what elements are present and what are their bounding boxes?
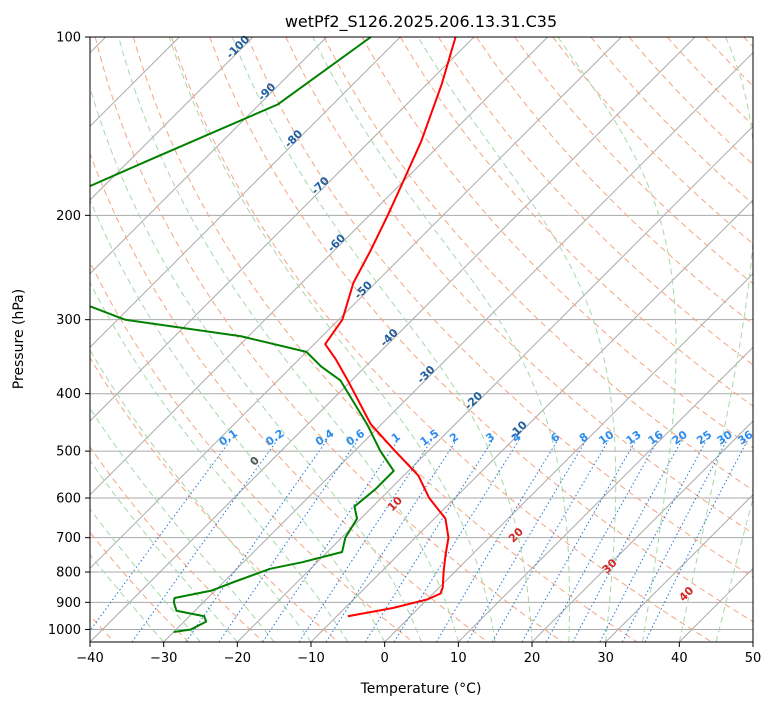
moist-adiabat-line [231, 37, 533, 642]
mixing-ratio-line [218, 440, 358, 642]
moist-adiabat-line [557, 37, 677, 642]
moist-adiabat-line [90, 554, 165, 642]
mixing-ratio-line [545, 440, 659, 642]
y-tick-label: 1000 [48, 623, 81, 638]
dry-adiabat-line [132, 37, 638, 642]
isotherm-line [90, 37, 475, 422]
dry-adiabat-line [90, 446, 264, 642]
moist-adiabat-line [90, 508, 201, 642]
moist-adiabat-line [715, 496, 753, 642]
isotherm-line [531, 420, 753, 642]
isotherm-line [90, 37, 696, 642]
x-tick-label: 10 [450, 651, 467, 666]
x-tick-label: −20 [224, 651, 251, 666]
dry-adiabat-line [361, 37, 753, 449]
x-tick-label: −30 [150, 651, 177, 666]
mixing-ratio-line [467, 440, 587, 642]
mixing-ratio-line [298, 440, 432, 642]
mixing-ratio-line [131, 440, 278, 642]
plot-frame [89, 36, 754, 643]
dry-adiabat-line [590, 37, 753, 205]
mixing-ratio-line [262, 440, 399, 642]
chart-title: wetPf2_S126.2025.206.13.31.C35 [285, 12, 557, 32]
axes: −40 −30 −20 −10 0 10 20 30 40 50 100 200 300 400 500 60… [48, 31, 761, 667]
y-tick-label: 200 [56, 209, 81, 224]
dry-adiabat-line [90, 356, 339, 642]
isotherm-line [384, 272, 753, 642]
isotherm-line [236, 125, 753, 642]
y-tick-label: 800 [56, 566, 81, 581]
moist-adiabat-line [90, 349, 312, 642]
isotherm-line [90, 37, 549, 496]
moist-adiabat-line [312, 37, 570, 642]
isotherm-line [90, 37, 254, 201]
mixing-ratio-line [644, 440, 748, 642]
isotherm-line [163, 51, 753, 642]
y-axis-title: Pressure (hPa) [11, 289, 27, 389]
moist-adiabat-line [417, 37, 617, 642]
moist-adiabat-line [168, 37, 496, 642]
moist-adiabat-line [90, 85, 422, 642]
moist-adiabat-line [90, 459, 238, 642]
y-tick-label: 300 [56, 313, 81, 328]
dry-adiabat-line [247, 37, 753, 578]
mixing-ratio-line [435, 440, 558, 642]
x-tick-label: 20 [524, 651, 541, 666]
mixing-ratio-line [90, 440, 231, 632]
y-tick-label: 400 [56, 387, 81, 402]
isotherm-line [90, 37, 401, 349]
x-tick-label: 50 [745, 651, 762, 666]
y-tick-label: 700 [56, 531, 81, 546]
dry-adiabat-line [90, 260, 414, 642]
dewpoint-line [90, 37, 395, 633]
moist-adiabat-line [118, 37, 459, 642]
y-tick-label: 900 [56, 596, 81, 611]
mixing-ratio-line [393, 440, 520, 642]
mixing-ratio-line [325, 440, 457, 642]
temperature-line [324, 37, 457, 618]
background-lines [90, 37, 753, 642]
x-tick-label: 0 [381, 651, 389, 666]
dry-adiabat-line [438, 37, 753, 366]
x-tick-label: 30 [597, 651, 614, 666]
y-tick-label: 500 [56, 445, 81, 460]
moist-adiabat-line [90, 407, 275, 642]
plot-background [90, 37, 753, 642]
profile-lines [90, 37, 457, 633]
mixing-ratio-line [185, 440, 328, 642]
y-tick-label: 100 [56, 31, 81, 46]
isotherm-line [90, 37, 328, 275]
isotherm-line [457, 346, 753, 642]
mixing-ratio-line [364, 440, 493, 642]
dry-adiabat-line [94, 37, 563, 642]
moist-adiabat-line [90, 198, 386, 642]
x-tick-label: −10 [297, 651, 324, 666]
x-axis-title: Temperature (°C) [360, 681, 482, 697]
mixing-ratio-line [521, 440, 637, 642]
moist-adiabat-line [678, 37, 753, 642]
dry-adiabat-line [323, 37, 753, 491]
mixing-ratio-line [572, 440, 683, 642]
isotherm-line [605, 493, 753, 642]
y-tick-label: 600 [56, 492, 81, 507]
dry-adiabat-line [171, 37, 713, 642]
x-tick-label: −40 [76, 651, 103, 666]
isotherm-line [90, 37, 622, 570]
moist-adiabat-line [90, 281, 349, 642]
dry-adiabat-line [399, 37, 753, 407]
dry-adiabat-line [285, 37, 753, 535]
dry-adiabat-line [209, 37, 753, 623]
x-tick-label: 40 [671, 651, 688, 666]
dry-adiabat-line [552, 37, 753, 245]
dry-adiabat-line [90, 152, 488, 642]
